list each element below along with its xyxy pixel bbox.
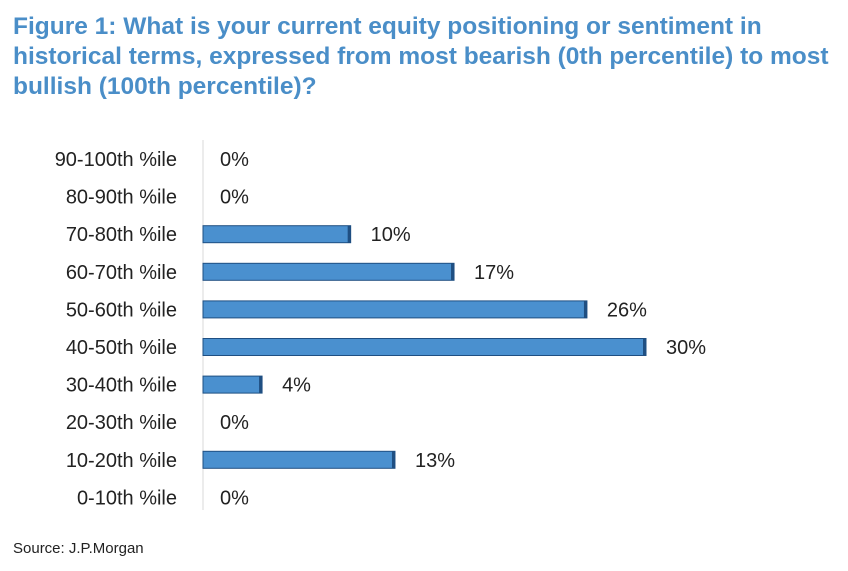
bars [202,225,647,469]
category-label: 80-90th %ile [66,187,177,209]
data-label: 0% [220,412,249,434]
category-label: 90-100th %ile [55,149,177,171]
category-labels: 90-100th %ile 80-90th %ile 70-80th %ile 60-… [55,149,177,509]
data-label: 0% [220,187,249,209]
category-label: 60-70th %ile [66,262,177,284]
value-labels: 0% 0% 10% 17% 26% 30% 4% 0% 13% 0% [220,149,706,509]
bar-edge [259,376,263,394]
category-label: 50-60th %ile [66,299,177,321]
bar [202,225,352,244]
bar-edge [347,225,351,243]
category-label: 0-10th %ile [77,487,177,509]
category-label: 20-30th %ile [66,412,177,434]
chart-title: Figure 1: What is your current equity po… [13,13,829,100]
data-label: 30% [666,337,706,359]
bar-chart: 90-100th %ile 80-90th %ile 70-80th %ile 60-… [55,140,706,510]
bar [202,262,455,281]
bar-edge [583,300,587,318]
data-label: 26% [607,299,647,321]
source-note: Source: J.P.Morgan [13,540,144,557]
category-label: 10-20th %ile [66,450,177,472]
data-label: 4% [282,375,311,397]
data-label: 0% [220,149,249,171]
data-label: 13% [415,450,455,472]
category-label: 30-40th %ile [66,375,177,397]
bar-edge [643,338,646,356]
bar [202,338,647,356]
bar [202,375,263,394]
data-label: 10% [371,224,411,246]
bar-edge [391,451,395,469]
data-label: 17% [474,262,514,284]
category-label: 70-80th %ile [66,224,177,246]
bar [202,300,588,319]
category-label: 40-50th %ile [66,337,177,359]
bar [202,450,396,469]
bar-edge [451,263,455,281]
data-label: 0% [220,487,249,509]
